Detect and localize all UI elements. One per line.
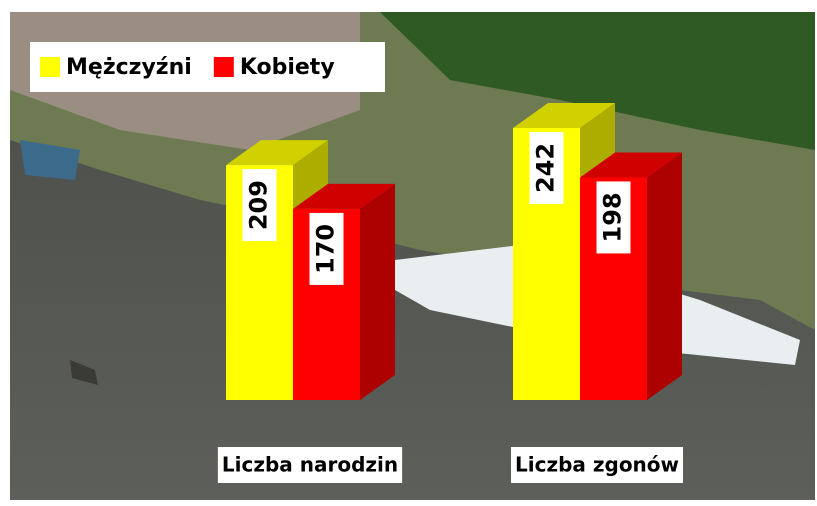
value-label: 209 bbox=[245, 180, 273, 230]
category-label: Liczba zgonów bbox=[515, 453, 679, 477]
bar-side bbox=[360, 183, 395, 400]
value-label-box bbox=[596, 181, 631, 254]
value-label-box bbox=[242, 169, 277, 242]
value-label: 242 bbox=[532, 143, 560, 193]
category-label: Liczba narodzin bbox=[222, 453, 398, 477]
legend-swatch bbox=[40, 57, 60, 77]
legend-swatch bbox=[213, 57, 234, 77]
legend: Mężczyźni Kobiety bbox=[30, 42, 385, 92]
value-label-box bbox=[529, 131, 564, 204]
bar-top bbox=[226, 140, 328, 166]
plot-area: 209 170 Liczba narodzin 242 198 Liczba zgonów bbox=[217, 102, 684, 483]
bar-side bbox=[647, 152, 682, 400]
value-label: 198 bbox=[599, 192, 627, 242]
category-label-box bbox=[217, 447, 403, 483]
bar-top bbox=[580, 152, 682, 178]
legend-label: Kobiety bbox=[240, 55, 335, 80]
value-label-box bbox=[309, 212, 344, 285]
legend-label: Mężczyźni bbox=[66, 55, 192, 80]
category-label-box bbox=[510, 447, 684, 483]
bar-top bbox=[513, 102, 615, 128]
bar-top bbox=[293, 183, 395, 209]
value-label: 170 bbox=[312, 224, 340, 274]
